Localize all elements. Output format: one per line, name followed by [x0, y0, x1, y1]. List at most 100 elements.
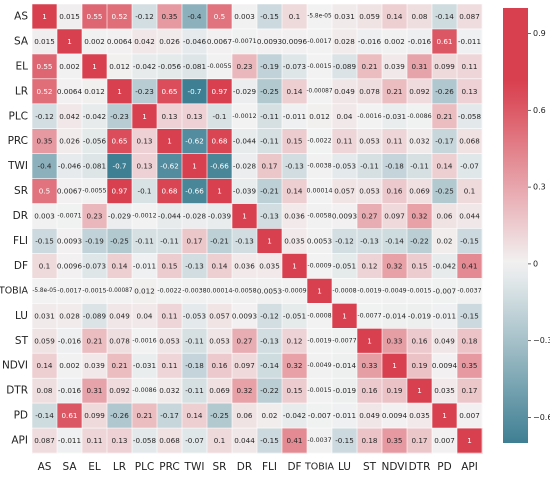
cell-value-label: 0.17	[261, 162, 277, 171]
cell-value-label: 1	[342, 311, 347, 320]
cell-value-label: 1	[292, 261, 297, 270]
y-tick-label-dr: DR	[13, 210, 28, 222]
heatmap-cell-ST-DF	[282, 328, 308, 354]
cell-value-label: -0.028	[233, 162, 257, 171]
heatmap-cell-DTR-TWI	[182, 378, 208, 404]
cell-value-label: 0.057	[209, 311, 230, 320]
heatmap-cell-DR-SA	[57, 203, 83, 229]
cell-value-label: -0.031	[383, 112, 406, 121]
heatmap-cell-DTR-API	[457, 378, 483, 404]
cell-value-label: 0.35	[386, 436, 402, 445]
heatmap-cell-ST-EL	[82, 328, 108, 354]
cell-value-label: -0.19	[260, 62, 279, 71]
cell-value-label: -0.11	[185, 336, 204, 345]
heatmap-cell-NDVI-FLI	[257, 353, 283, 379]
heatmap-cell-LU-SA	[57, 303, 83, 329]
cell-value-label: 0.097	[234, 361, 255, 370]
heatmap-cell-LU-LR	[107, 303, 133, 329]
x-tick-label-df: DF	[287, 461, 301, 473]
heatmap-cell-DR-TWI	[182, 203, 208, 229]
y-tick-label-df: DF	[14, 260, 28, 272]
x-tick-label-ndvi: NDVI	[381, 461, 407, 473]
heatmap-cell-DR-NDVI	[382, 203, 408, 229]
heatmap-cell-DF-FLI	[257, 253, 283, 279]
cell-value-label: 1	[217, 187, 222, 196]
cell-value-label: -0.029	[233, 87, 257, 96]
heatmap-cell-DR-PD	[432, 203, 458, 229]
cell-value-label: 0.031	[334, 12, 355, 21]
heatmap-cell-TWI-SR	[207, 153, 233, 180]
cell-value-label: -0.18	[385, 162, 404, 171]
heatmap-cell-PD-API	[457, 403, 483, 429]
cell-value-label: 0.0094	[382, 411, 408, 420]
heatmap-cell-AS-NDVI	[382, 4, 408, 30]
heatmap-cell-API-DF	[282, 428, 308, 454]
heatmap-cell-LR-TWI	[182, 78, 208, 105]
heatmap-cell-TOBIA-PD	[432, 278, 458, 304]
cell-value-label: -0.25	[110, 236, 129, 245]
cell-value-label: -0.0077	[357, 312, 381, 319]
cell-value-label: -0.15	[460, 236, 479, 245]
heatmap-cell-TWI-DTR	[407, 153, 433, 180]
cell-value-label: -0.23	[110, 112, 129, 121]
cell-value-label: 0.16	[361, 386, 377, 395]
cell-value-label: 0.0067	[57, 187, 82, 196]
colorbar-tick-label: 0.6	[533, 106, 546, 115]
cell-value-label: 0.1	[464, 187, 475, 196]
cell-value-label: -0.11	[185, 386, 204, 395]
heatmap-cell-DTR-PD	[432, 378, 458, 404]
heatmap-cell-DR-PLC	[132, 203, 158, 229]
heatmap-cell-AS-AS	[32, 4, 58, 30]
heatmap-cell-FLI-ST	[357, 228, 383, 254]
cell-value-label: 0.14	[386, 12, 402, 21]
cell-value-label: 1	[67, 37, 72, 46]
cell-value-label: 0.21	[86, 336, 102, 345]
cell-value-label: 0.003	[234, 12, 255, 21]
cell-value-label: -0.011	[283, 112, 306, 121]
cell-value-label: 1	[442, 411, 447, 420]
heatmap-cell-EL-PD	[432, 53, 458, 80]
heatmap-cell-TOBIA-PRC	[157, 278, 183, 304]
cell-value-label: -0.089	[83, 311, 107, 320]
cell-value-label: 1	[317, 286, 322, 295]
heatmap-cell-DTR-EL	[82, 378, 108, 404]
heatmap-cell-ST-PD	[432, 328, 458, 354]
cell-value-label: 1	[417, 386, 422, 395]
heatmap-cell-labels: 1 0.015 0.55 0.52 -0.12 0.35 -0.4 0.5 0.003 -0.15…	[32, 12, 481, 445]
cell-value-label: 0.11	[461, 62, 477, 71]
heatmap-cell-DF-LR	[107, 253, 133, 279]
heatmap-cell-ST-TOBIA	[307, 328, 333, 354]
heatmap-cell-AS-DR	[232, 4, 258, 30]
heatmap-cell-DF-PRC	[157, 253, 183, 279]
cell-value-label: 0.61	[436, 37, 452, 46]
heatmap-cell-TWI-API	[457, 153, 483, 180]
cell-value-label: 0.23	[86, 212, 102, 221]
heatmap-cell-PRC-FLI	[257, 128, 283, 155]
cell-value-label: 0.053	[159, 336, 180, 345]
heatmap-cell-PLC-API	[457, 103, 483, 130]
heatmap-cell-TWI-AS	[32, 153, 58, 180]
x-tick-label-as: AS	[38, 461, 52, 473]
colorbar-tick-label: 0.9	[533, 29, 546, 38]
heatmap-cell-AS-API	[457, 4, 483, 30]
cell-value-label: 0.32	[236, 386, 252, 395]
heatmap-cell-PRC-LU	[332, 128, 358, 155]
heatmap-cell-ST-NDVI	[382, 328, 408, 354]
cell-value-label: -0.073	[283, 62, 306, 71]
cell-value-label: -0.11	[360, 162, 379, 171]
cell-value-label: 0.026	[159, 37, 180, 46]
heatmap-cell-DF-AS	[32, 253, 58, 279]
heatmap-cell-EL-PLC	[132, 53, 158, 80]
cell-value-label: -0.0071	[232, 38, 256, 45]
cell-value-label: 0.042	[59, 112, 80, 121]
heatmap-cell-FLI-DTR	[407, 228, 433, 254]
heatmap-cell-FLI-SA	[57, 228, 83, 254]
cell-value-label: 0.0093	[332, 212, 357, 221]
heatmap-cell-PRC-AS	[32, 128, 58, 155]
heatmap-cell-SA-DF	[282, 28, 308, 55]
heatmap-cell-TWI-LR	[107, 153, 133, 180]
heatmap-cell-LR-PRC	[157, 78, 183, 105]
colorbar: 0.9 0.6 0.3 0 −0.3 −0.6	[503, 8, 550, 443]
cell-value-label: 0.035	[409, 411, 430, 420]
heatmap-cell-LU-EL	[82, 303, 108, 329]
